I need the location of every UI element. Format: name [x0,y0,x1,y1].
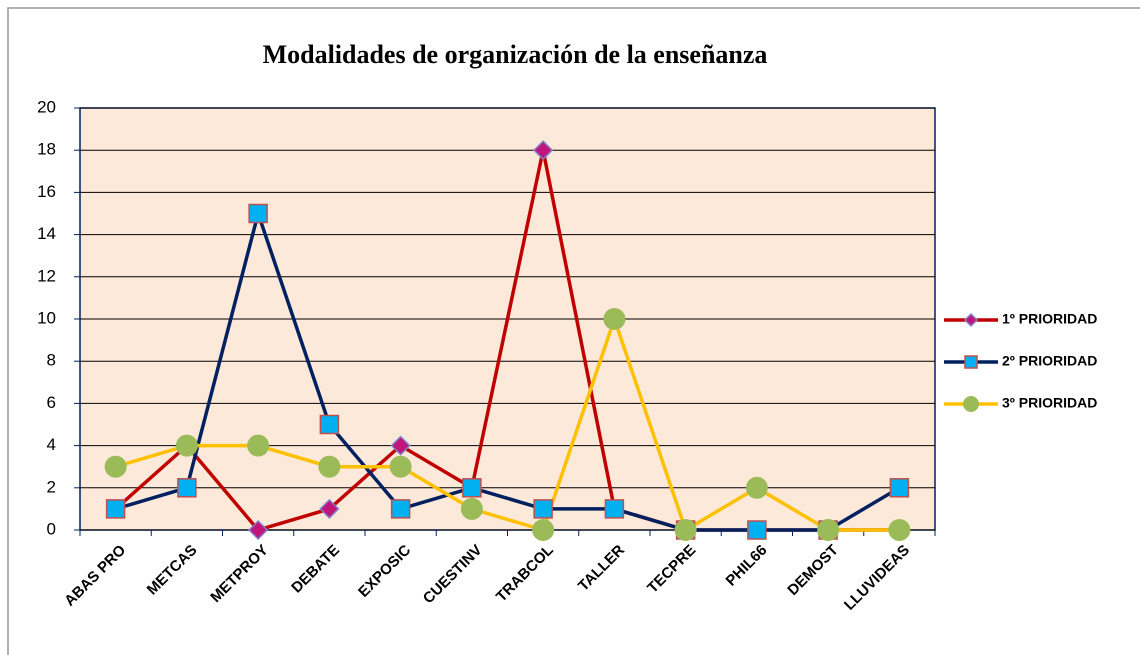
marker-diamond [319,498,340,519]
legend-marker [963,396,979,412]
y-tick-label: 0 [47,519,56,538]
y-tick-label: 8 [47,351,56,370]
y-tick-label: 12 [37,266,56,285]
legend-label: 1º PRIORIDAD [1002,311,1097,327]
chart-title: Modalidades de organización de la enseña… [263,40,768,69]
y-tick-label: 14 [37,224,56,243]
marker-square [177,478,197,498]
x-tick-label: METPROY [207,542,271,606]
x-tick-label: LLUVIDEAS [841,542,913,614]
chart-border [7,7,1140,655]
marker-circle [888,519,911,541]
x-tick-label: CUESTINV [420,542,486,608]
marker-circle [247,434,270,457]
marker-square [390,499,411,519]
marker-circle [175,434,198,457]
y-tick-label: 2 [47,477,56,496]
x-tick-label: DEBATE [288,542,343,597]
marker-square [462,478,482,498]
x-tick-label: TALLER [575,541,628,594]
marker-circle [817,519,840,541]
y-tick-label: 20 [37,97,56,116]
marker-circle [603,308,626,330]
x-tick-label: TRABCOL [493,542,557,606]
x-tick-label: DEMOST [784,542,841,599]
y-tick-label: 16 [37,182,56,201]
legend-marker [964,355,978,369]
marker-diamond [533,140,554,161]
x-tick-label: METCAS [144,542,201,599]
series-line [115,313,900,533]
marker-circle [460,497,483,520]
marker-square [889,478,910,498]
y-tick-label: 6 [47,393,56,412]
x-tick-label: EXPOSIC [355,541,414,600]
marker-square [248,203,268,224]
legend-label: 2º PRIORIDAD [1002,353,1097,369]
marker-square [747,520,767,540]
y-tick-label: 18 [37,140,56,159]
marker-circle [389,455,412,478]
y-tick-label: 10 [37,308,56,327]
marker-square [604,499,625,519]
y-tick-label: 4 [47,435,56,454]
marker-diamond [248,519,269,541]
marker-diamond [390,435,411,456]
marker-circle [532,519,555,541]
marker-circle [318,455,341,478]
legend-marker [963,312,979,328]
x-tick-label: ABAS PRO [61,541,129,609]
legend-label: 3º PRIORIDAD [1002,395,1097,411]
x-tick-label: TECPRE [644,542,699,597]
marker-square [319,414,340,435]
series-line [115,207,901,532]
marker-square [533,499,553,519]
marker-circle [745,476,768,499]
marker-square [105,499,126,519]
x-tick-label: PHIL66 [723,542,771,590]
marker-circle [674,519,697,541]
marker-circle [104,455,127,478]
